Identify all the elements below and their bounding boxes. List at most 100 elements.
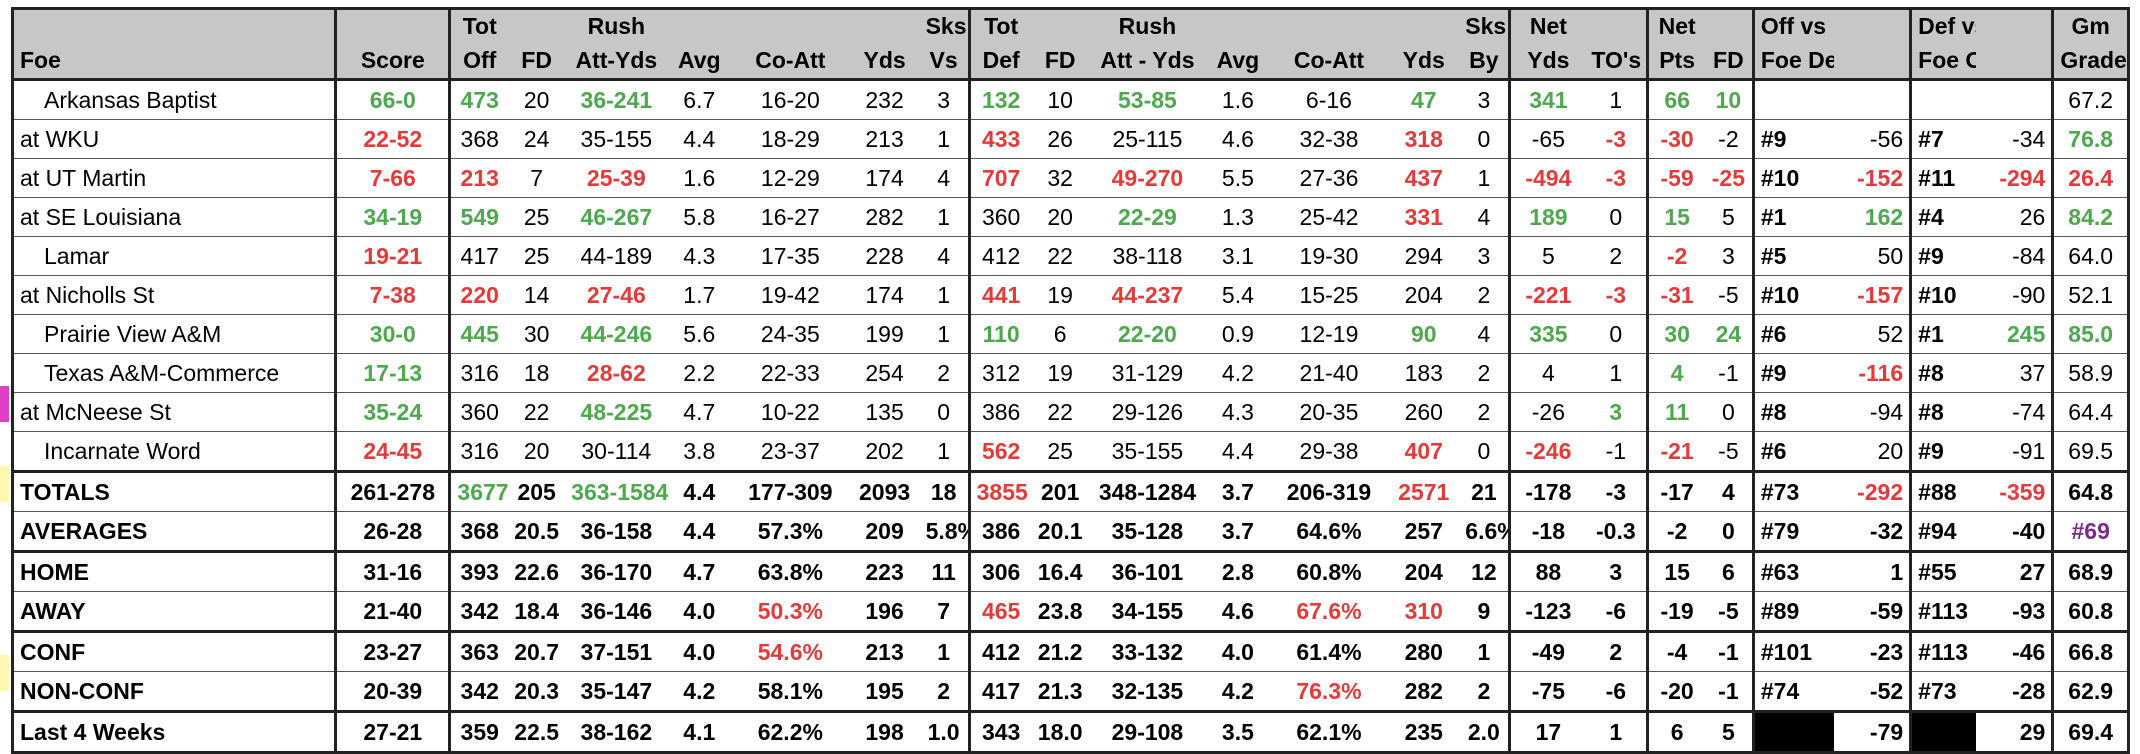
- sks-by-cell: 2: [1459, 353, 1510, 393]
- tot-def-cell: 306: [967, 550, 1032, 592]
- tot-def-cell: Tot: [967, 7, 1032, 43]
- sks-by-cell: By: [1459, 43, 1510, 81]
- sks-vs-cell: 18: [919, 470, 970, 512]
- def-vs-rank-cell: Def vs: [1909, 7, 1977, 43]
- rush-avg-cell: 5.8: [667, 197, 732, 237]
- game-row: Incarnate Word 24-45 316 20 30-114 3.8 23-37 20…: [10, 431, 2130, 472]
- sks-vs-cell: 1.0: [919, 710, 970, 754]
- def-rush-avg-cell: 1.3: [1206, 197, 1270, 237]
- net-fd-cell: 10: [1715, 86, 1742, 113]
- def-rush-att-yds-cell: 49-270: [1088, 158, 1207, 198]
- net-tos-cell: -3: [1585, 470, 1648, 512]
- sks-by-cell: 3: [1477, 86, 1491, 113]
- score-cell: 30-0: [334, 314, 450, 354]
- def-vs-rank-cell: #4: [1909, 197, 1977, 237]
- tot-off-cell: 417: [448, 236, 509, 276]
- def-vs-value-cell: -84: [1976, 236, 2053, 276]
- def-vs-rank-cell: #1: [1909, 314, 1977, 354]
- gm-grade-cell: 66.8: [2051, 630, 2130, 672]
- def-vs-rank-cell: [1909, 710, 1977, 754]
- def-pass-yds-cell: 235: [1388, 710, 1460, 754]
- pass-co-att-cell: 58.1%: [731, 671, 850, 712]
- rush-att-yds-cell: 30-114: [565, 431, 668, 472]
- net-pts-cell: 66: [1646, 79, 1705, 120]
- off-vs-rank-cell: #79: [1751, 511, 1835, 552]
- tot-off-cell: Off: [448, 43, 509, 81]
- off-fd-cell: 7: [508, 158, 566, 198]
- pass-co-att-cell: 63.8%: [731, 550, 850, 592]
- net-yds-cell: 189: [1508, 197, 1586, 237]
- off-vs-value-cell: 50: [1834, 236, 1911, 276]
- gm-grade-cell: 64.4: [2051, 392, 2130, 432]
- net-yds-cell: -246: [1508, 431, 1586, 472]
- pass-co-att-cell: 62.2%: [731, 710, 850, 754]
- tot-def-cell: 343: [967, 710, 1032, 754]
- off-vs-value-cell: -152: [1834, 158, 1911, 198]
- net-yds-cell: Yds: [1508, 43, 1586, 81]
- def-rush-avg-cell: 3.7: [1206, 470, 1270, 512]
- score-cell: 31-16: [334, 550, 450, 592]
- sks-by-cell: 0: [1459, 431, 1510, 472]
- def-rush-att-yds-cell: Att - Yds: [1088, 43, 1207, 81]
- off-vs-rank-cell: #63: [1751, 550, 1835, 592]
- foe-cell: Last 4 Weeks: [10, 710, 336, 754]
- foe-cell: AVERAGES: [10, 511, 336, 552]
- def-fd-cell: 10: [1047, 86, 1073, 113]
- off-vs-value-cell: [1834, 7, 1911, 43]
- def-co-att-cell: 29-38: [1269, 431, 1389, 472]
- def-co-att-cell: Co-Att: [1269, 43, 1389, 81]
- net-tos-cell: -6: [1585, 591, 1648, 632]
- net-fd-cell: -1: [1704, 353, 1754, 393]
- off-vs-value-cell: -94: [1834, 392, 1911, 432]
- def-rush-avg-cell: 4.4: [1206, 431, 1270, 472]
- off-vs-value-cell: -23: [1834, 630, 1911, 672]
- foe-cell: Lamar: [10, 236, 336, 276]
- off-vs-rank-cell: [1751, 79, 1835, 120]
- pass-co-att-cell: 16-27: [731, 197, 850, 237]
- tot-def-cell: 312: [967, 353, 1032, 393]
- off-vs-value-cell: 162: [1834, 197, 1911, 237]
- game-row: Prairie View A&M 30-0 445 30 44-246 5.6 24-35 1…: [10, 314, 2130, 354]
- def-co-att-cell: 12-19: [1269, 314, 1389, 354]
- def-vs-rank-cell: #94: [1909, 511, 1977, 552]
- net-fd-cell: -5: [1704, 275, 1754, 315]
- def-rush-att-yds-cell: 35-128: [1088, 511, 1207, 552]
- off-vs-rank-cell: #5: [1751, 236, 1835, 276]
- tot-off-cell: Tot: [448, 7, 509, 43]
- pass-yds-cell: 213: [849, 630, 920, 672]
- def-rush-avg-cell: 2.8: [1206, 550, 1270, 592]
- foe-cell: Foe: [10, 43, 336, 81]
- sks-vs-cell: Sks: [919, 7, 970, 43]
- off-vs-rank-cell: #74: [1751, 671, 1835, 712]
- rush-avg-cell: 1.6: [667, 158, 732, 198]
- tot-off-cell: 3677: [448, 470, 509, 512]
- off-vs-value-cell: 52: [1834, 314, 1911, 354]
- sks-by-cell: 4: [1459, 314, 1510, 354]
- off-vs-rank-cell: #1: [1751, 197, 1835, 237]
- rush-avg-cell: 4.0: [667, 591, 732, 632]
- net-yds-cell: -49: [1508, 630, 1586, 672]
- tot-off-cell: 220: [448, 275, 509, 315]
- pass-co-att-cell: [731, 7, 850, 43]
- def-vs-rank-cell: Foe Off: [1909, 43, 1977, 81]
- net-pts-cell: 11: [1646, 392, 1705, 432]
- sks-vs-cell: 1: [919, 630, 970, 672]
- rush-avg-cell: 4.4: [667, 119, 732, 159]
- def-co-att-cell: 32-38: [1269, 119, 1389, 159]
- net-fd-cell: 24: [1704, 314, 1754, 354]
- net-pts-cell: 6: [1646, 710, 1705, 754]
- gm-grade-cell: Gm: [2051, 7, 2130, 43]
- net-tos-cell: 3: [1585, 550, 1648, 592]
- net-pts-cell: Pts: [1646, 43, 1705, 81]
- net-yds-cell: 88: [1508, 550, 1586, 592]
- def-pass-yds-cell: 282: [1388, 671, 1460, 712]
- rush-att-yds-cell: 28-62: [565, 353, 668, 393]
- rush-avg-cell: 3.8: [667, 431, 732, 472]
- off-vs-rank-cell: Foe Def: [1751, 43, 1835, 81]
- def-vs-rank-cell: [1909, 79, 1977, 120]
- tot-def-cell: 465: [967, 591, 1032, 632]
- def-co-att-cell: 62.1%: [1269, 710, 1389, 754]
- sks-by-cell: 2: [1459, 392, 1510, 432]
- rush-avg-cell: 4.2: [667, 671, 732, 712]
- tot-def-cell: 3855: [967, 470, 1032, 512]
